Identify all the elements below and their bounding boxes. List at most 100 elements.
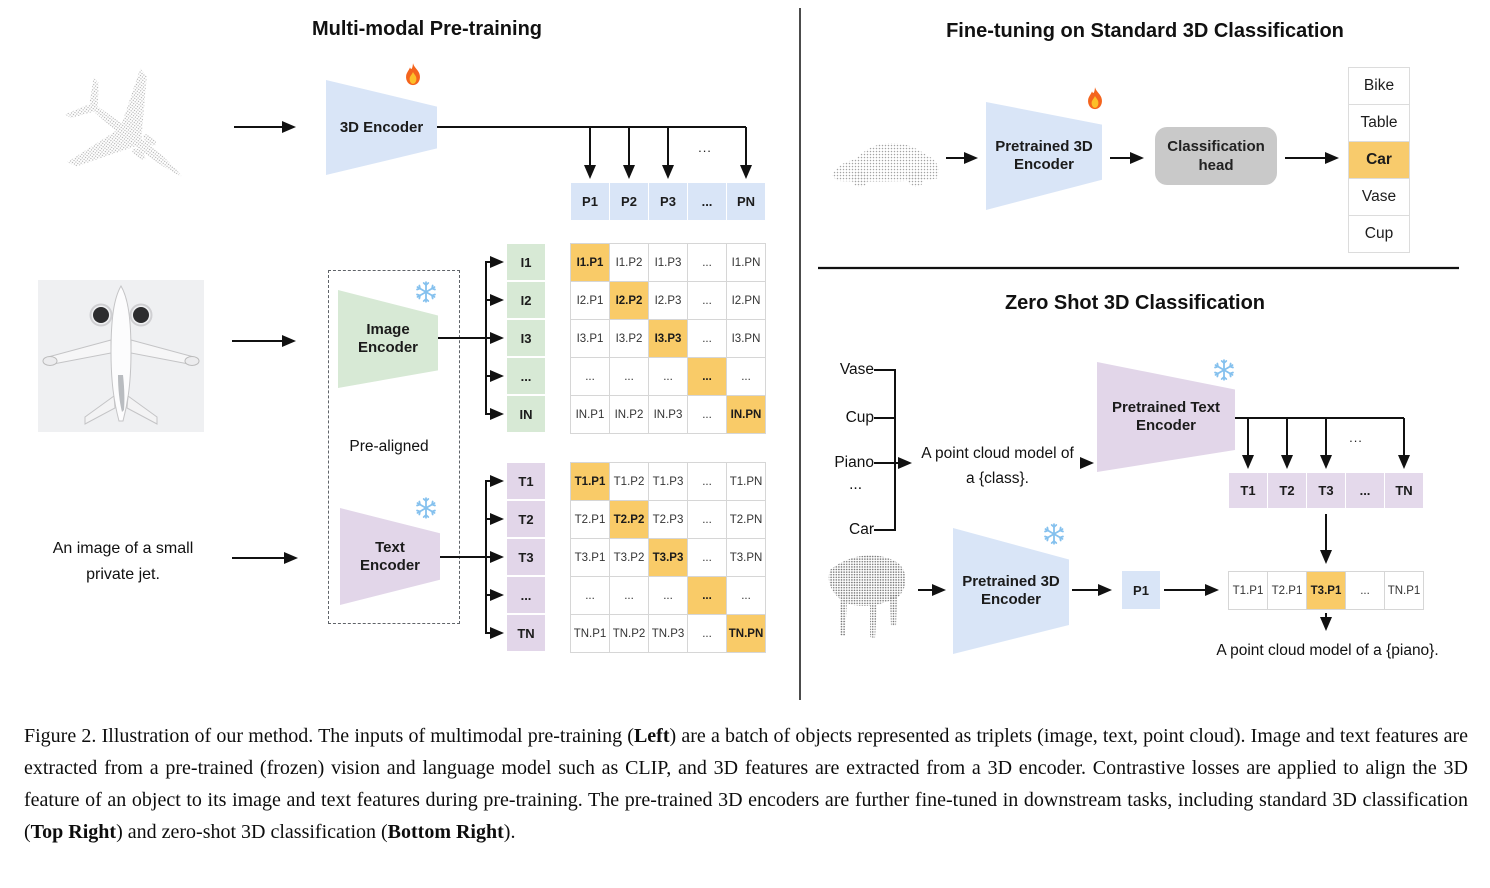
- matrix-cell: T2.PN: [727, 501, 765, 538]
- matrix-cell: T3.P1: [571, 539, 609, 576]
- matrix-cell: ...: [688, 396, 726, 433]
- jet-photo: [38, 280, 204, 432]
- text-encoder-box: Text Encoder: [340, 508, 440, 605]
- matrix-cell: I3.P1: [571, 320, 609, 357]
- image-point-matrix: I1.P1 I1.P2 I1.P3 ... I1.PN I2.P1 I2.P2 …: [570, 243, 766, 434]
- matrix-cell: IN.PN: [727, 396, 765, 433]
- p-cell: P1: [571, 183, 609, 220]
- matrix-cell: I3.P2: [610, 320, 648, 357]
- matrix-cell: T1.P1: [571, 463, 609, 500]
- t-cell: T1: [507, 463, 545, 499]
- caption-text: ).: [503, 821, 516, 843]
- caption-text: ) are a batch of objects represented as …: [24, 725, 1468, 843]
- candidate-class: Piano: [834, 454, 874, 471]
- t-cell: ...: [507, 577, 545, 613]
- p1-feature-cell: P1: [1122, 571, 1160, 609]
- matrix-cell: ...: [688, 320, 726, 357]
- pretrained-text-encoder-label: Pretrained Text: [1111, 399, 1221, 416]
- t-cell: T2: [1268, 473, 1306, 508]
- matrix-cell: IN.P3: [649, 396, 687, 433]
- class-item: Table: [1349, 105, 1409, 141]
- p-cell: ...: [688, 183, 726, 220]
- matrix-cell: ...: [688, 577, 726, 614]
- class-item-predicted: Car: [1349, 142, 1409, 178]
- matrix-cell: T1.P2: [610, 463, 648, 500]
- caption-text: Figure 2. Illustration of our method. Th…: [24, 725, 634, 747]
- matrix-cell: ...: [688, 358, 726, 395]
- matrix-cell: I1.P1: [571, 244, 609, 281]
- caption-bold: Bottom Right: [387, 821, 504, 843]
- fanout-ellipsis: ...: [698, 140, 712, 155]
- matrix-cell: ...: [571, 577, 609, 614]
- text-encoder-label: Text: [375, 538, 405, 556]
- matrix-cell: ...: [571, 358, 609, 395]
- matrix-cell: IN.P1: [571, 396, 609, 433]
- snowflake-icon: [415, 497, 437, 519]
- zeroshot-title: Zero Shot 3D Classification: [1004, 292, 1266, 314]
- snowflake-icon: [1213, 359, 1235, 381]
- t-cell: T1: [1229, 473, 1267, 508]
- zeroshot-3d-encoder-label: Pretrained 3D: [962, 573, 1060, 590]
- candidate-class: Car: [849, 521, 874, 538]
- matrix-cell: T3.P2: [610, 539, 648, 576]
- matrix-cell: I2.PN: [727, 282, 765, 319]
- matrix-cell: I1.P2: [610, 244, 648, 281]
- matrix-cell: T1.P3: [649, 463, 687, 500]
- class-item: Cup: [1349, 216, 1409, 252]
- matrix-cell: I1.PN: [727, 244, 765, 281]
- finetune-title: Fine-tuning on Standard 3D Classificatio…: [946, 20, 1344, 42]
- class-item: Bike: [1349, 68, 1409, 104]
- matrix-cell: I3.PN: [727, 320, 765, 357]
- matrix-cell: T3.PN: [727, 539, 765, 576]
- matrix-cell: ...: [727, 358, 765, 395]
- t-cell: T2: [507, 501, 545, 537]
- t-cell: TN: [507, 615, 545, 651]
- matrix-cell: T2.P2: [610, 501, 648, 538]
- similarity-cell: ...: [1346, 572, 1384, 609]
- pretrained-text-encoder-label: Encoder: [1135, 417, 1196, 434]
- t-cell: T3: [1307, 473, 1345, 508]
- car-point-cloud: [832, 143, 939, 187]
- prompt-line: a {class}.: [966, 470, 1029, 487]
- matrix-cell: ...: [688, 615, 726, 652]
- matrix-cell: I2.P1: [571, 282, 609, 319]
- matrix-cell: ...: [649, 358, 687, 395]
- classification-head-label: head: [1198, 157, 1234, 174]
- i-cell: I3: [507, 320, 545, 356]
- zeroshot-similarity-row: T1.P1 T2.P1 T3.P1 ... TN.P1: [1228, 571, 1424, 610]
- input-text: An image of a small private jet.: [18, 536, 228, 588]
- t-feature-row: T1 T2 T3 ... TN: [1229, 473, 1423, 508]
- pretrained-text-encoder-box: Pretrained Text Encoder: [1097, 362, 1235, 472]
- text-encoder-label: Encoder: [359, 556, 420, 574]
- input-text-line: An image of a small: [52, 540, 194, 557]
- matrix-cell: ...: [649, 577, 687, 614]
- matrix-cell: ...: [688, 501, 726, 538]
- matrix-cell: T2.P1: [571, 501, 609, 538]
- matrix-cell: I2.P2: [610, 282, 648, 319]
- matrix-cell: TN.P2: [610, 615, 648, 652]
- pre-aligned-label: Pre-aligned: [349, 438, 429, 455]
- candidate-class: Vase: [839, 361, 874, 378]
- similarity-cell-max: T3.P1: [1307, 572, 1345, 609]
- matrix-cell: TN.P1: [571, 615, 609, 652]
- prompt-line: A point cloud model of: [921, 445, 1074, 462]
- i-cell: ...: [507, 358, 545, 394]
- classification-head-box: Classification head: [1155, 127, 1277, 185]
- fanout-ellipsis: ...: [1349, 430, 1363, 445]
- similarity-cell: T2.P1: [1268, 572, 1306, 609]
- fire-icon: [1088, 87, 1102, 110]
- matrix-cell: ...: [688, 539, 726, 576]
- classification-head-label: Classification: [1167, 138, 1265, 155]
- similarity-cell: T1.P1: [1229, 572, 1267, 609]
- zeroshot-3d-encoder-label: Encoder: [980, 591, 1041, 608]
- t-cell: ...: [1346, 473, 1384, 508]
- matrix-cell: ...: [610, 358, 648, 395]
- fire-icon: [406, 63, 420, 86]
- i-cell: I1: [507, 244, 545, 280]
- image-encoder-label: Image: [366, 321, 410, 338]
- pretraining-title: Multi-modal Pre-training: [312, 18, 542, 40]
- matrix-cell: ...: [688, 244, 726, 281]
- class-list: Bike Table Car Vase Cup: [1348, 67, 1410, 253]
- prompt-text: A point cloud model of a {class}.: [915, 441, 1080, 491]
